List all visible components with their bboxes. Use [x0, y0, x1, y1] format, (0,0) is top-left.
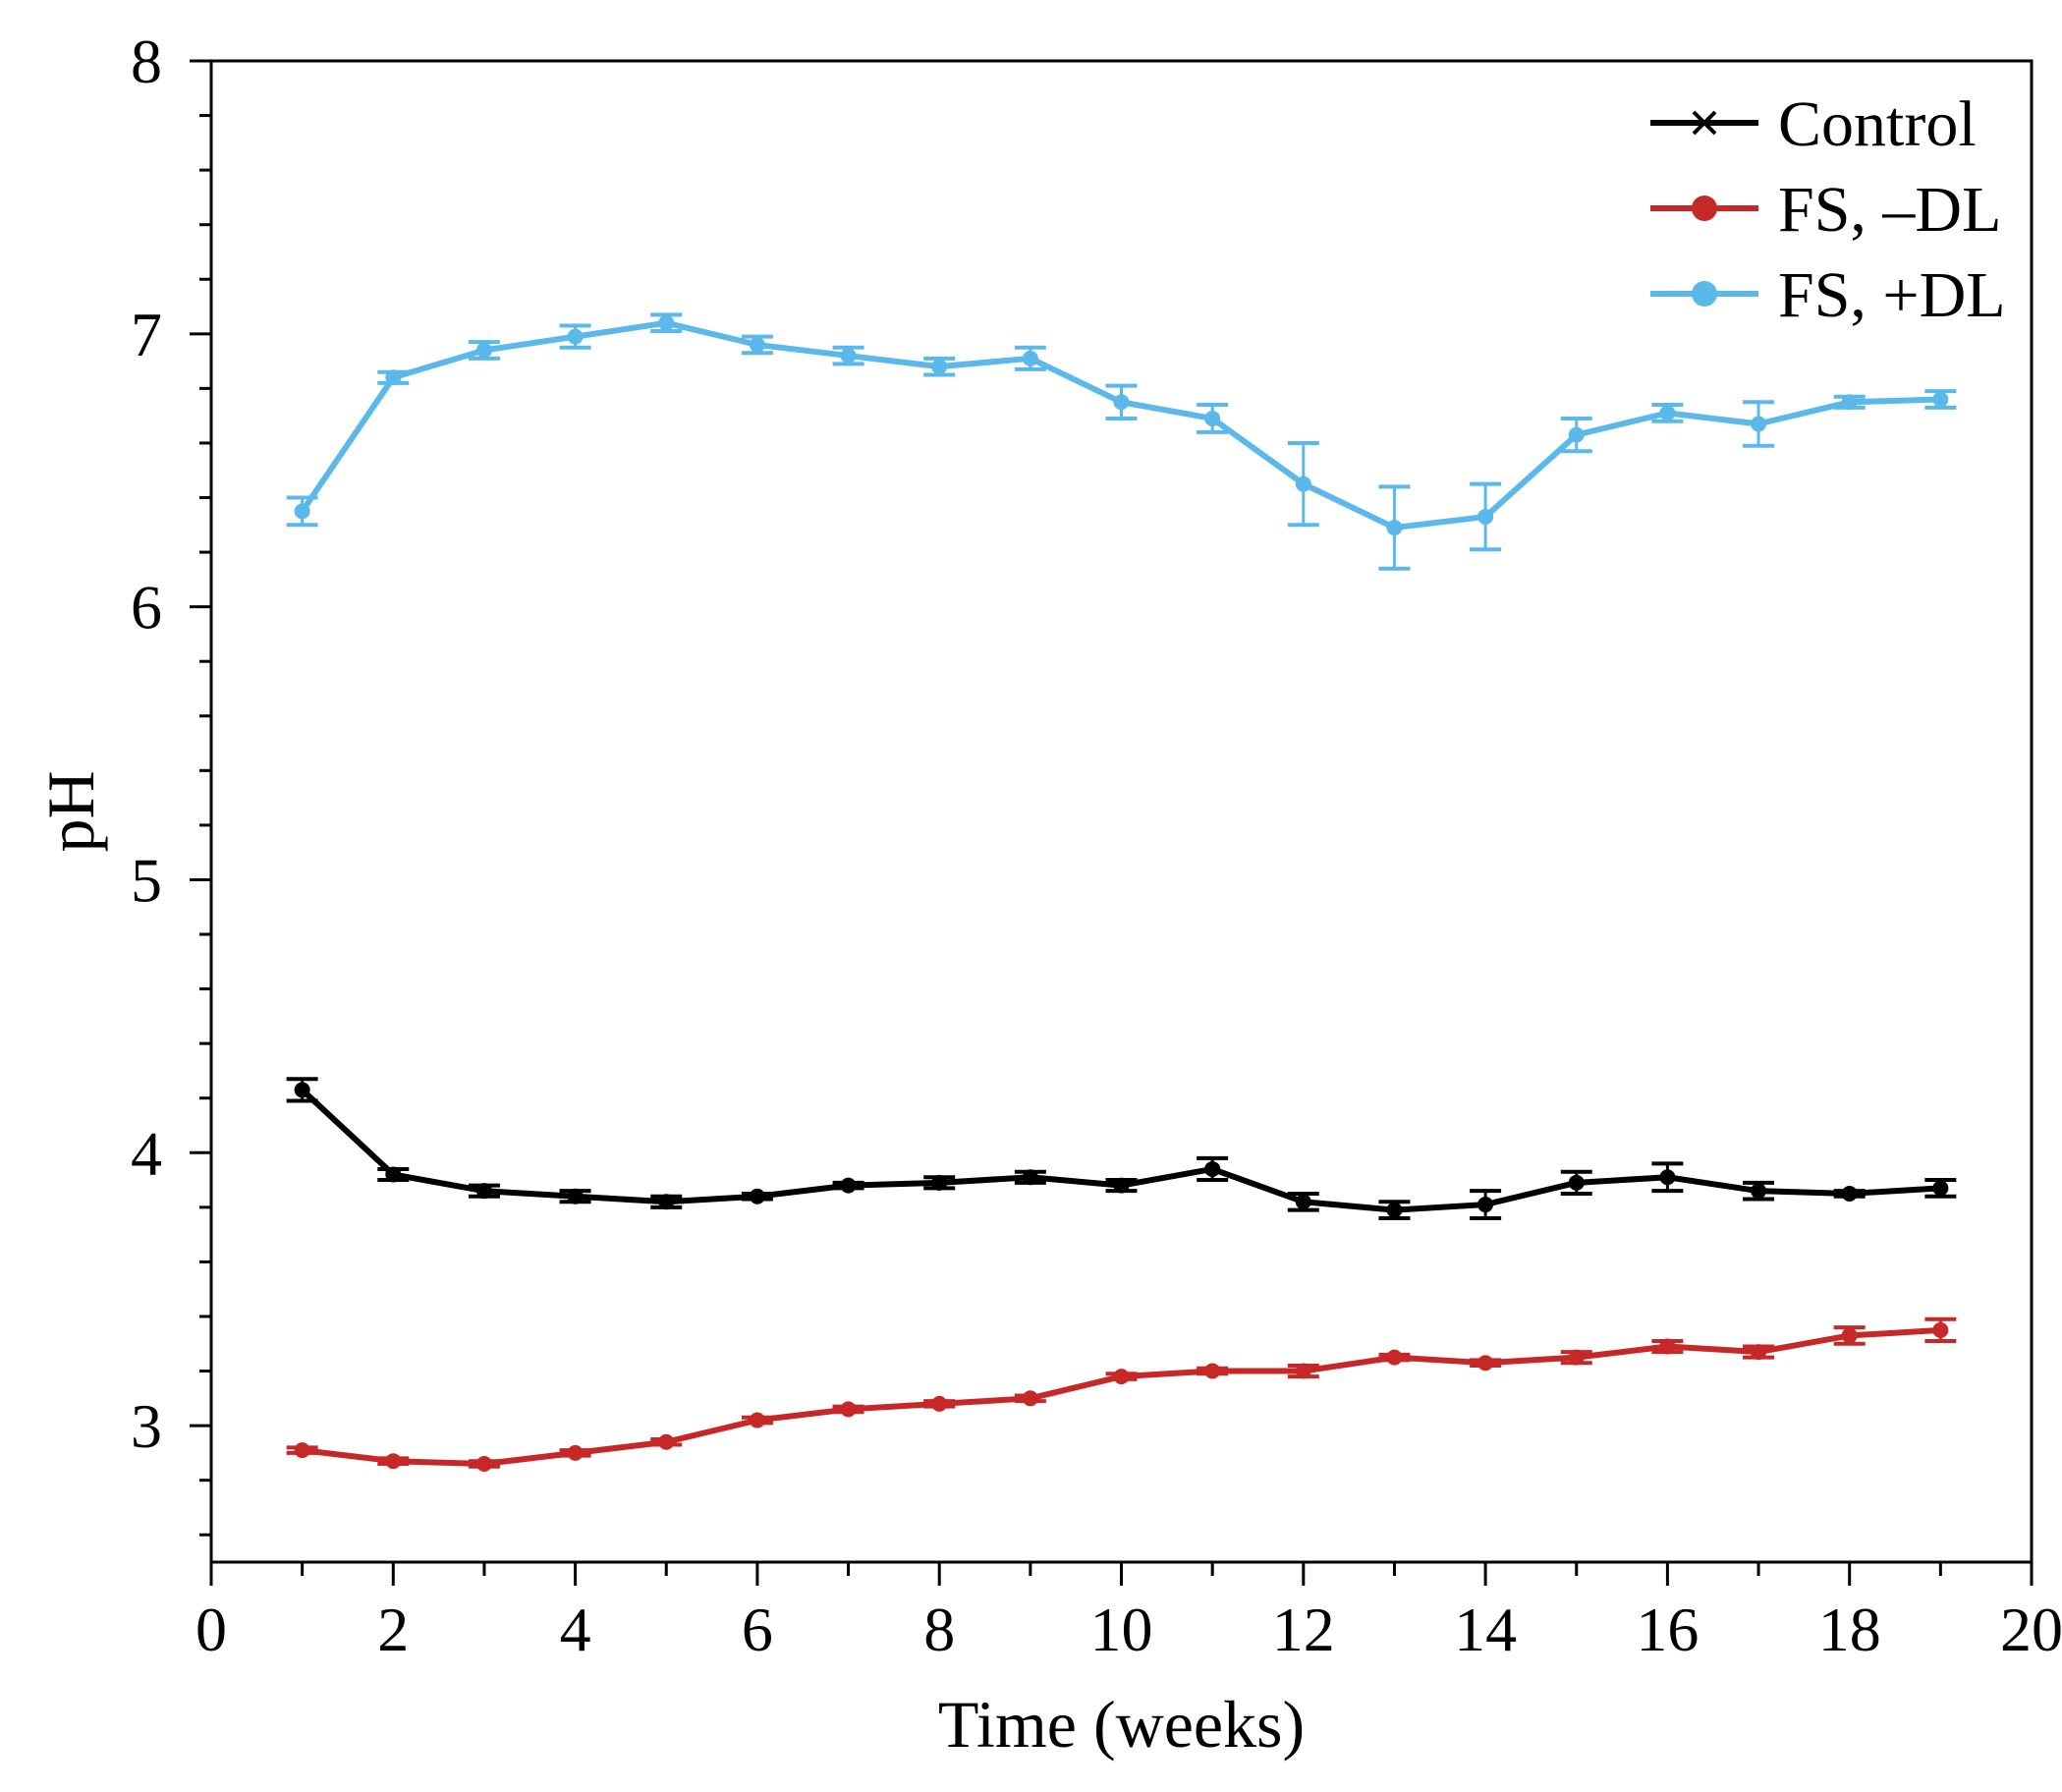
y-tick-label: 8 [131, 27, 162, 96]
y-tick-label: 7 [131, 300, 162, 369]
data-point [1386, 1349, 1403, 1366]
data-point [1751, 416, 1767, 432]
x-tick-label: 8 [923, 1595, 955, 1664]
data-point [294, 1082, 310, 1098]
data-point [567, 1188, 584, 1204]
series-line [302, 1326, 1941, 1467]
data-point [1932, 391, 1949, 408]
series-layer [286, 312, 1957, 1472]
axes: 3 4 5 6 7 8 0 2 4 6 8 10 12 14 16 18 20 [131, 27, 2062, 1664]
y-tick-label: 5 [131, 845, 162, 915]
data-point [749, 1188, 765, 1204]
legend-label: Control [1778, 88, 1977, 160]
data-point [1659, 1169, 1676, 1186]
x-tick-label: 2 [377, 1595, 409, 1664]
data-point [749, 1412, 765, 1428]
series-line [300, 319, 1941, 532]
data-point [1113, 1177, 1130, 1194]
data-point [749, 336, 765, 353]
data-point [1022, 1390, 1038, 1407]
data-point [1204, 1160, 1221, 1177]
data-point [840, 348, 857, 364]
data-point [1568, 1174, 1585, 1191]
data-point [1204, 410, 1221, 426]
data-point [385, 1453, 402, 1470]
data-point [1932, 1321, 1949, 1338]
legend-label: FS, +DL [1778, 259, 2006, 331]
legend-marker-circle [1692, 281, 1717, 307]
data-point [567, 1444, 584, 1461]
x-tick-label: 0 [195, 1595, 227, 1664]
series-fs-minus-dl [286, 1316, 1957, 1472]
x-tick-label: 20 [2000, 1595, 2062, 1664]
data-point [1204, 1363, 1221, 1379]
data-point [385, 369, 402, 386]
data-point [1932, 1180, 1949, 1197]
data-point [840, 1401, 857, 1418]
y-tick-label: 3 [131, 1391, 162, 1461]
data-point [1113, 394, 1130, 411]
data-point [1295, 1363, 1311, 1379]
data-point [294, 1442, 310, 1459]
data-point [931, 1174, 948, 1191]
data-point [294, 503, 310, 520]
data-point [1841, 394, 1858, 411]
series-control [286, 1077, 1957, 1220]
data-point [1022, 350, 1038, 366]
data-point [658, 1433, 675, 1450]
y-tick-label: 6 [131, 573, 162, 643]
data-point [1477, 508, 1494, 525]
data-point [1841, 1185, 1858, 1202]
plot-frame [209, 59, 2034, 1564]
data-point [1568, 1349, 1585, 1366]
legend-marker-circle [1692, 196, 1717, 221]
legend-marker-cross [1692, 110, 1717, 136]
x-tick-label: 12 [1272, 1595, 1335, 1664]
data-point [1477, 1355, 1494, 1372]
x-tick-label: 14 [1454, 1595, 1517, 1664]
data-point [475, 1455, 492, 1472]
series-fs-plus-dl [286, 312, 1957, 571]
data-point [567, 328, 584, 345]
legend-item: Control [1650, 88, 1977, 160]
data-point [1386, 1202, 1403, 1218]
legend-label: FS, –DL [1778, 174, 2001, 246]
y-tick-label: 4 [131, 1118, 162, 1188]
x-tick-label: 6 [742, 1595, 773, 1664]
data-point [1022, 1169, 1038, 1186]
legend: Control FS, –DL FS, +DL [1650, 88, 2006, 331]
data-point [1295, 476, 1311, 492]
data-point [475, 342, 492, 359]
data-point [1659, 405, 1676, 421]
data-point [1386, 520, 1403, 536]
data-point [658, 314, 675, 331]
x-tick-label: 4 [560, 1595, 591, 1664]
data-point [931, 359, 948, 375]
data-point [475, 1183, 492, 1200]
data-point [658, 1194, 675, 1210]
x-axis-title: Time (weeks) [938, 1687, 1305, 1762]
data-point [385, 1166, 402, 1183]
legend-item: FS, –DL [1650, 174, 2001, 246]
data-point [1477, 1197, 1494, 1213]
x-tick-label: 16 [1636, 1595, 1699, 1664]
x-tick-label: 10 [1090, 1595, 1153, 1664]
data-point [1751, 1344, 1767, 1361]
data-point [1295, 1194, 1311, 1210]
data-point [1841, 1327, 1858, 1344]
x-tick-label: 18 [1818, 1595, 1881, 1664]
data-point [1113, 1369, 1130, 1385]
legend-item: FS, +DL [1650, 259, 2006, 331]
data-point [840, 1177, 857, 1194]
data-point [931, 1395, 948, 1412]
data-point [1568, 426, 1585, 443]
y-axis-title: pH [33, 770, 108, 852]
data-point [1751, 1183, 1767, 1200]
data-point [1659, 1338, 1676, 1355]
